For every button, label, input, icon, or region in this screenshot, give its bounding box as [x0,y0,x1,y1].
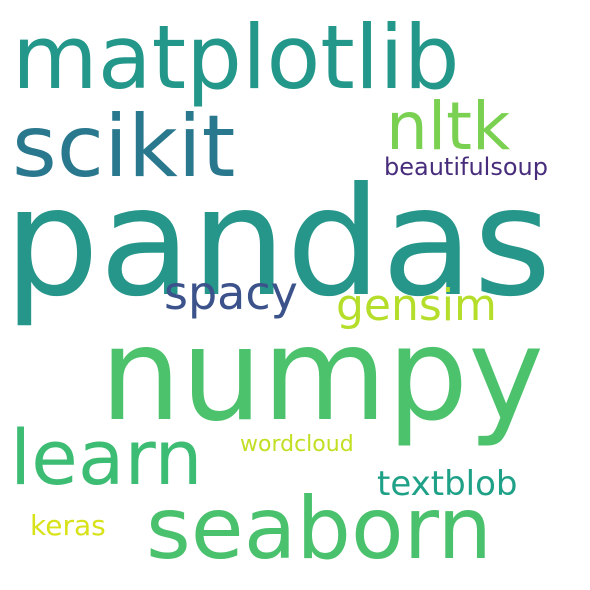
word-nltk: nltk [386,88,511,165]
word-wordcloud: wordcloud [240,432,354,457]
word-textblob: textblob [377,464,518,504]
word-matplotlib: matplotlib [12,6,460,109]
word-spacy: spacy [164,266,298,320]
word-pandas: pandas [4,156,552,330]
word-learn: learn [10,413,203,502]
word-scikit: scikit [12,97,236,197]
word-keras: keras [30,509,106,542]
word-seaborn: seaborn [146,479,492,579]
word-gensim: gensim [336,280,497,331]
word-beautifulsoup: beautifulsoup [384,153,548,181]
word-numpy: numpy [100,301,544,450]
